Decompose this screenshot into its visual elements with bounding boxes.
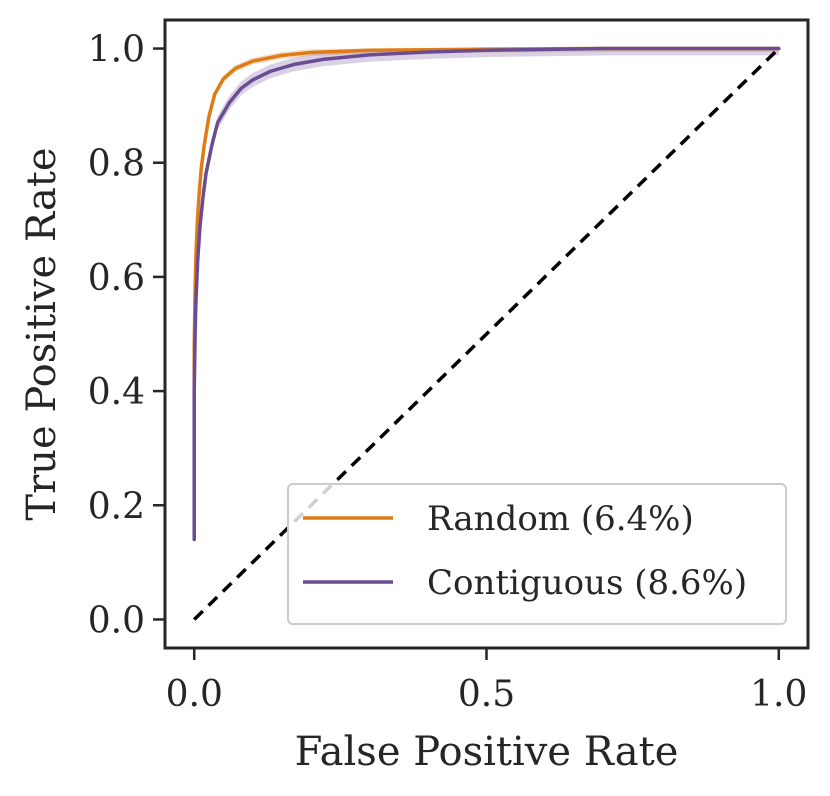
x-tick-label: 1.0 <box>750 674 807 715</box>
legend: Random (6.4%) Contiguous (8.6%) <box>287 483 787 625</box>
y-tick-label: 0.8 <box>88 144 145 185</box>
x-tick-label: 0.5 <box>458 674 515 715</box>
confidence-bands <box>194 48 779 547</box>
y-tick-label: 1.0 <box>88 30 145 71</box>
x-tick-label: 0.0 <box>166 674 223 715</box>
y-axis-ticks: 0.0 0.2 0.4 0.6 0.8 1.0 <box>88 30 165 641</box>
y-tick-label: 0.0 <box>88 600 145 641</box>
legend-label-random: Random (6.4%) <box>427 499 694 539</box>
y-tick-label: 0.4 <box>88 372 145 413</box>
y-tick-label: 0.2 <box>88 486 145 527</box>
series-band-1 <box>194 48 779 547</box>
series-line-1 <box>192 46 781 542</box>
legend-box <box>287 483 787 625</box>
series-lines <box>192 46 781 621</box>
x-axis-label: False Positive Rate <box>295 729 679 775</box>
chance-diagonal-line <box>193 47 780 621</box>
y-tick-label: 0.6 <box>88 258 145 299</box>
series-line-0 <box>192 46 781 536</box>
x-axis-ticks: 0.0 0.5 1.0 <box>166 648 807 715</box>
y-axis-label: True Positive Rate <box>19 147 65 520</box>
legend-label-contiguous: Contiguous (8.6%) <box>427 563 747 603</box>
series-band-0 <box>194 48 779 538</box>
